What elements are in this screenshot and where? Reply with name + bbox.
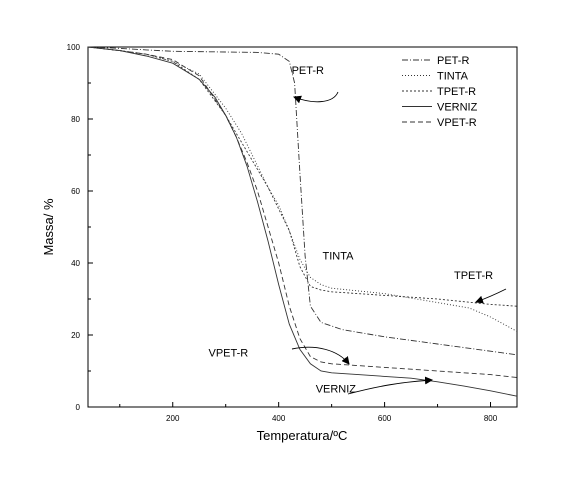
legend: PET-R TINTA TPET-R VERNIZ VPET-R [402,55,478,129]
y-tick-label: 80 [71,115,80,124]
y-tick-label: 0 [76,403,81,412]
legend-label-tpet-r: TPET-R [437,86,476,98]
series-line-verniz [87,46,518,397]
x-tick-label: 800 [484,414,498,423]
x-tick-label: 200 [166,414,180,423]
y-tick-label: 100 [67,43,81,52]
y-tick-label: 60 [71,187,80,196]
series-line-vpet-r [87,46,518,378]
y-axis-label: Massa/ % [41,198,56,256]
legend-label-pet-r: PET-R [437,55,469,67]
series-layer [87,46,518,397]
arrow-vpet-r [291,346,350,365]
annotation-tinta: TINTA [323,250,355,262]
series-line-tpet-r [87,46,518,307]
y-tick-label: 40 [71,259,80,268]
annotation-verniz: VERNIZ [316,384,357,396]
arrow-tpet-r [475,288,507,304]
x-tick-label: 600 [378,414,392,423]
legend-label-vpet-r: VPET-R [437,117,477,129]
legend-label-verniz: VERNIZ [437,102,478,114]
annotation-vpet-r: VPET-R [208,348,248,360]
x-axis-label: Temperatura/ºC [257,428,348,443]
legend-label-tinta: TINTA [437,71,469,83]
x-tick-label: 400 [272,414,286,423]
annotation-pet-r: PET-R [292,65,324,77]
annotation-tpet-r: TPET-R [454,270,493,282]
arrow-pet-r [293,91,339,104]
y-tick-label: 20 [71,331,80,340]
arrow-verniz [347,376,433,395]
axis-ticks: 200 400 600 800 0 20 40 60 80 100 [67,43,498,423]
series-line-pet-r [87,46,518,356]
annotations: PET-R TINTA TPET-R VPET-R VERNIZ [208,65,507,396]
